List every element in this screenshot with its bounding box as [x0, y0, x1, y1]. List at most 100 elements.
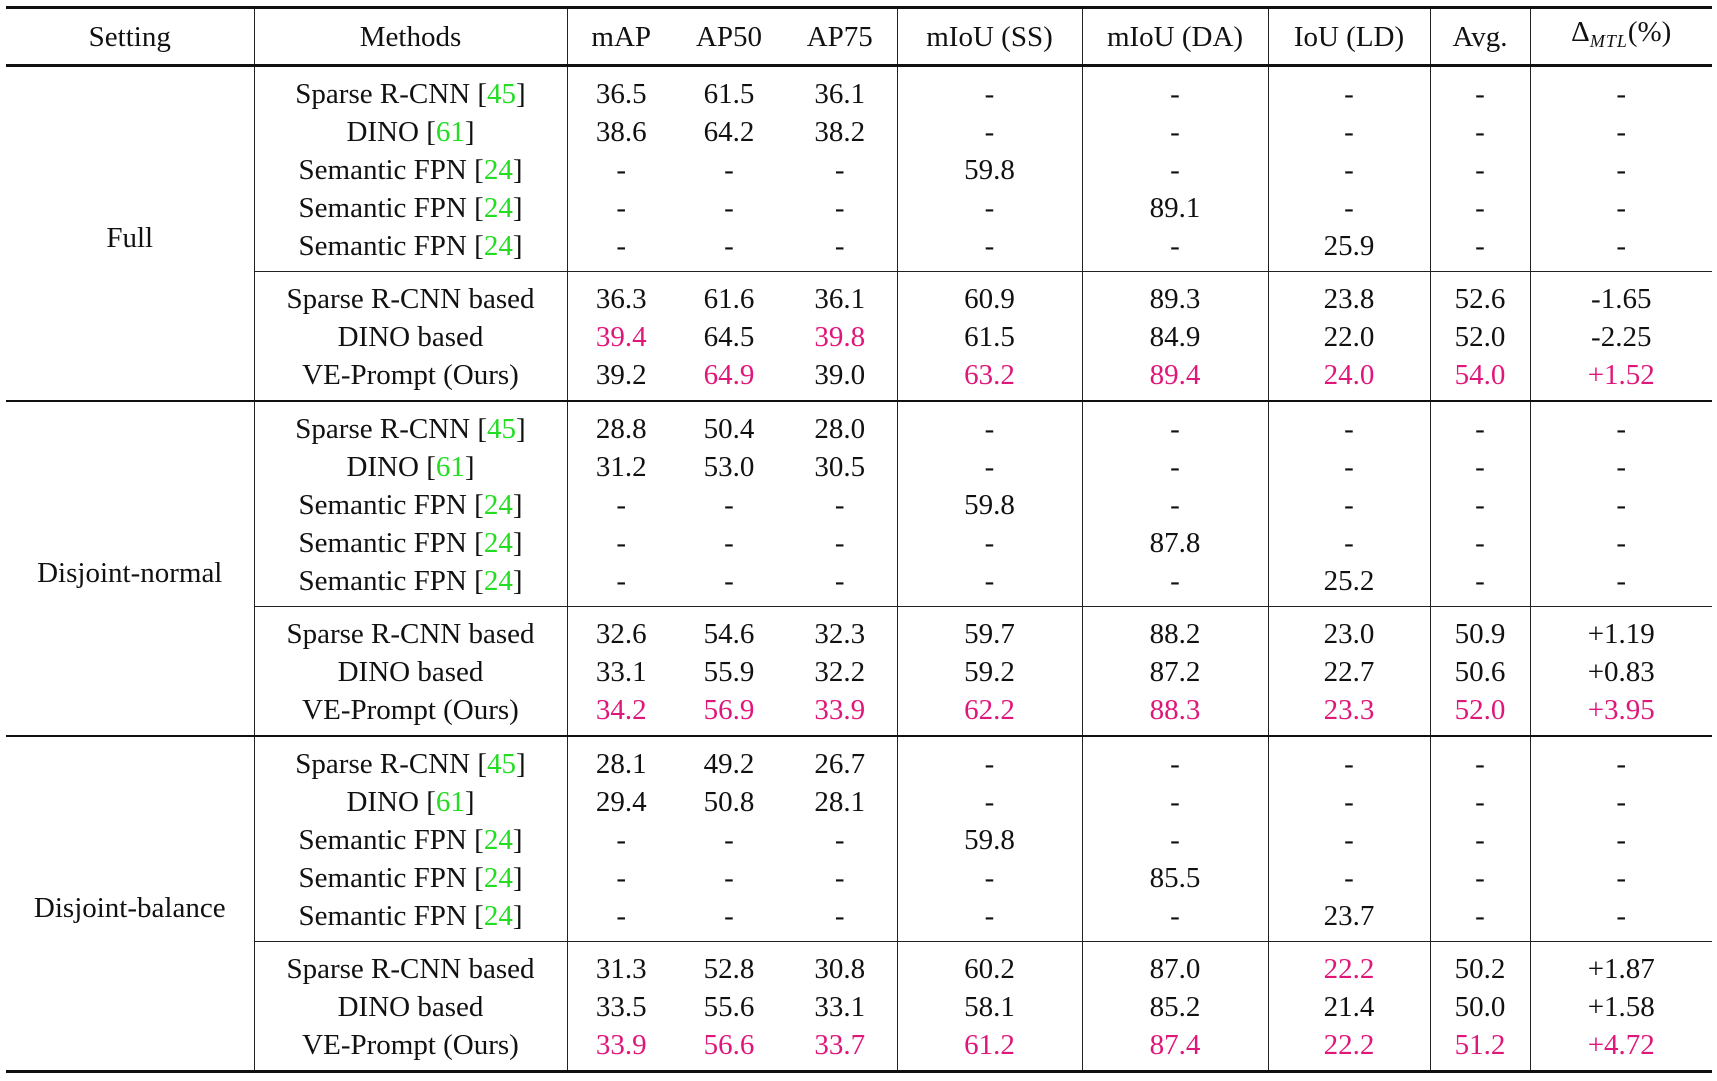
cell-ss: 60.2 [897, 941, 1083, 988]
multitask-row: VE-Prompt (Ours) 33.9 56.6 33.7 61.2 87.4 22.2… [6, 1026, 1712, 1072]
cell-avg: 54.0 [1430, 356, 1531, 401]
citation-link[interactable]: 24 [483, 527, 513, 559]
cell-avg: - [1430, 401, 1531, 448]
section-disjoint-normal: Disjoint-normal Sparse R-CNN [45] 28.8 50.4… [6, 401, 1712, 736]
cell-map: 29.4 [595, 786, 647, 818]
cell-ss: 60.9 [897, 271, 1083, 318]
cell-da: - [1082, 486, 1269, 524]
cell-delta: +1.19 [1587, 618, 1655, 650]
setting-label: Disjoint-normal [6, 401, 255, 736]
citation: [24] [466, 900, 523, 932]
cell-da: 88.3 [1082, 691, 1269, 736]
cell-map: - [616, 489, 627, 521]
cell-ap75: - [783, 821, 898, 859]
header-setting: Setting [6, 7, 255, 66]
cell-ap50: 55.9 [703, 656, 755, 688]
cell-ap50: 61.6 [703, 283, 755, 315]
cell-delta: - [1616, 862, 1627, 894]
cell-avg: 50.9 [1430, 606, 1531, 653]
method-cell: DINO based [254, 318, 568, 356]
cell-da: - [1082, 401, 1269, 448]
section-disjoint-balance: Disjoint-balance Sparse R-CNN [45] 28.1 49.… [6, 736, 1712, 1072]
cell-delta: - [1616, 154, 1627, 186]
cell-da: 87.0 [1082, 941, 1269, 988]
multitask-row: DINO based 33.5 55.6 33.1 58.1 85.2 21.4 50.0 +1… [6, 988, 1712, 1026]
citation-link[interactable]: 45 [487, 78, 517, 110]
cell-ss: - [897, 401, 1083, 448]
cell-ld: 25.9 [1268, 227, 1431, 272]
cell-map: 28.8 [595, 413, 647, 445]
cell-avg: 52.0 [1430, 691, 1531, 736]
cell-ap50: 61.5 [703, 78, 755, 110]
citation-link[interactable]: 24 [483, 862, 513, 894]
cell-ld: - [1268, 189, 1431, 227]
citation-link[interactable]: 24 [483, 565, 513, 597]
citation-link[interactable]: 45 [487, 748, 517, 780]
cell-ap50: - [724, 824, 734, 856]
baseline-row: DINO [61] 29.4 50.8 28.1- - - - - [6, 783, 1712, 821]
citation-link[interactable]: 24 [483, 824, 513, 856]
baseline-row: Semantic FPN [24] - - - - -25.2- - [6, 562, 1712, 607]
citation-link[interactable]: 24 [483, 230, 513, 262]
citation-link[interactable]: 24 [483, 154, 513, 186]
cell-ap75: - [783, 486, 898, 524]
cell-ap50: - [724, 489, 734, 521]
cell-delta: +1.52 [1587, 359, 1655, 391]
method-cell: DINO based [254, 653, 568, 691]
method-name: Sparse R-CNN based [286, 283, 535, 315]
baseline-row: Semantic FPN [24] - - - -87.8- - - [6, 524, 1712, 562]
cell-ss: - [897, 736, 1083, 783]
cell-ap50: 50.8 [703, 786, 755, 818]
citation-link[interactable]: 61 [435, 116, 465, 148]
method-cell: Semantic FPN [24] [254, 486, 568, 524]
baseline-row: Full Sparse R-CNN [45] 36.5 61.5 36.1- - - - - [6, 65, 1712, 401]
citation: [45] [470, 413, 526, 445]
cell-ld: 22.0 [1268, 318, 1431, 356]
method-name: DINO based [337, 321, 484, 353]
cell-map: - [616, 230, 627, 262]
cell-ld: - [1268, 859, 1431, 897]
citation-link[interactable]: 24 [483, 489, 513, 521]
cell-map: 38.6 [595, 116, 647, 148]
cell-map: 34.2 [595, 694, 647, 726]
citation-link[interactable]: 24 [483, 192, 513, 224]
cell-avg: - [1430, 227, 1531, 272]
citation-link[interactable]: 61 [435, 786, 465, 818]
header-map: mAP [591, 20, 652, 53]
cell-da: - [1082, 897, 1269, 942]
cell-ap75: - [783, 151, 898, 189]
cell-ap75: 39.8 [783, 318, 898, 356]
cell-delta: - [1616, 565, 1627, 597]
cell-map: - [616, 527, 627, 559]
baseline-row: Disjoint-normal Sparse R-CNN [45] 28.8 50.4… [6, 401, 1712, 736]
cell-delta: - [1616, 489, 1627, 521]
cell-da: - [1082, 113, 1269, 151]
cell-avg: - [1430, 736, 1531, 783]
method-cell: Semantic FPN [24] [254, 151, 568, 189]
method-name: Semantic FPN [298, 900, 467, 932]
cell-da: - [1082, 562, 1269, 607]
cell-ap75: 36.1 [783, 271, 898, 318]
cell-ap75: 32.2 [783, 653, 898, 691]
citation-link[interactable]: 24 [483, 900, 513, 932]
cell-avg: - [1430, 113, 1531, 151]
cell-ap50: 64.5 [703, 321, 755, 353]
multitask-row: VE-Prompt (Ours) 34.2 56.9 33.9 62.2 88.3 23.3… [6, 691, 1712, 736]
cell-ld: 21.4 [1268, 988, 1431, 1026]
cell-ap75: 30.5 [783, 448, 898, 486]
cell-delta: -2.25 [1591, 321, 1652, 353]
cell-avg: 50.6 [1430, 653, 1531, 691]
cell-delta: - [1616, 527, 1627, 559]
citation-link[interactable]: 45 [487, 413, 517, 445]
cell-ap50: - [724, 527, 734, 559]
cell-ss: 63.2 [897, 356, 1083, 401]
cell-ss: - [897, 783, 1083, 821]
citation: [24] [466, 862, 523, 894]
cell-map: - [616, 900, 627, 932]
citation-link[interactable]: 61 [435, 451, 465, 483]
cell-map: 39.2 [595, 359, 647, 391]
method-name: Semantic FPN [298, 230, 467, 262]
cell-ss: 59.2 [897, 653, 1083, 691]
cell-delta: +0.83 [1587, 656, 1655, 688]
cell-ld: - [1268, 401, 1431, 448]
